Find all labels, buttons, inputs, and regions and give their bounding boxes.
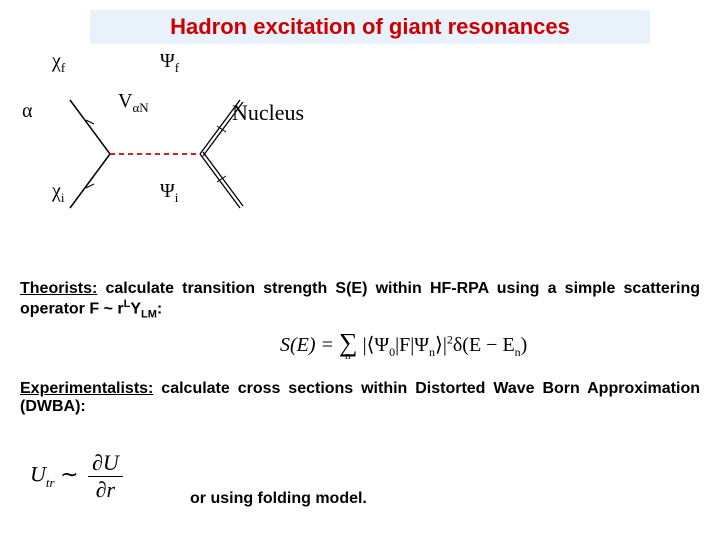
experimentalists-paragraph: Experimentalists: calculate cross sectio… [20, 380, 700, 416]
experimentalists-head: Experimentalists: [20, 380, 153, 397]
label-chi-f: χf [52, 50, 65, 76]
formula-se: S(E) = ∑ n |⟨Ψ0|F|Ψn⟩|2δ(E − En) [280, 328, 527, 360]
label-v-alpha-n: VαN [118, 90, 149, 116]
label-nucleus: Nucleus [232, 100, 304, 126]
formula-utr: Utr ∼ ∂U ∂r [30, 450, 127, 503]
label-alpha: α [22, 100, 32, 123]
label-chi-i: χi [52, 180, 65, 206]
theorists-paragraph: Theorists: calculate transition strength… [20, 280, 700, 321]
label-psi-f: Ψf [160, 50, 179, 76]
folding-text: or using folding model. [190, 490, 367, 508]
page-title: Hadron excitation of giant resonances [170, 14, 570, 40]
theorists-head: Theorists: [20, 280, 97, 297]
label-psi-i: Ψi [160, 180, 178, 206]
title-band: Hadron excitation of giant resonances [90, 10, 650, 44]
